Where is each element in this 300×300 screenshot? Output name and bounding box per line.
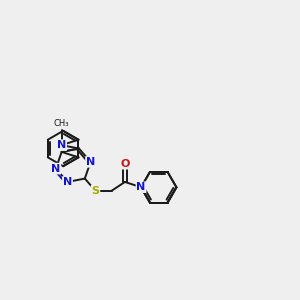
Text: N: N — [86, 157, 95, 167]
Text: N: N — [63, 177, 72, 187]
Text: O: O — [120, 159, 130, 169]
Text: N: N — [136, 182, 146, 192]
Text: CH₃: CH₃ — [54, 119, 69, 128]
Text: N: N — [57, 140, 66, 150]
Text: S: S — [92, 186, 99, 196]
Text: N: N — [51, 164, 61, 174]
